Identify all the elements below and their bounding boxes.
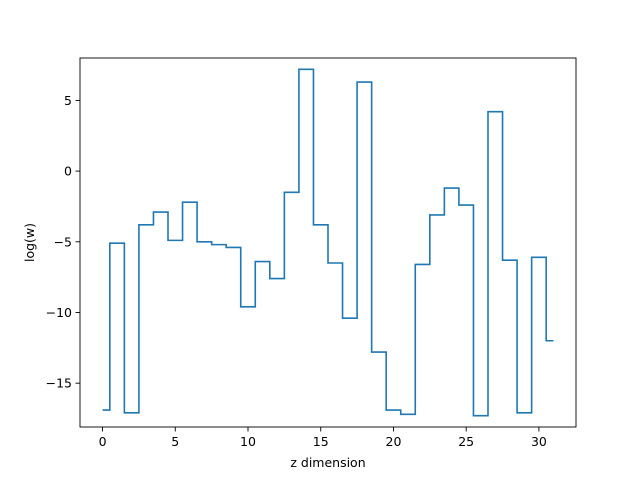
y-tick-label: 5 — [64, 93, 72, 108]
y-tick-label: 0 — [64, 164, 72, 179]
y-axis-ticks: −15 −10 −5 0 5 — [46, 93, 80, 391]
x-tick-label: 15 — [313, 434, 329, 449]
x-tick-label: 25 — [458, 434, 474, 449]
y-tick-label: −15 — [46, 376, 72, 391]
y-axis-label: log(w) — [22, 223, 37, 262]
y-tick-label: −5 — [54, 234, 72, 249]
x-tick-label: 30 — [531, 434, 547, 449]
x-tick-label: 20 — [386, 434, 402, 449]
x-tick-label: 5 — [171, 434, 179, 449]
series-layer — [102, 68, 554, 417]
x-tick-label: 10 — [240, 434, 256, 449]
series-line — [102, 68, 554, 417]
y-tick-label: −10 — [46, 305, 72, 320]
x-axis-ticks: 0 5 10 15 20 25 30 — [99, 427, 547, 449]
x-axis-label: z dimension — [290, 455, 365, 470]
x-tick-label: 0 — [99, 434, 107, 449]
axes-frame — [79, 57, 577, 428]
